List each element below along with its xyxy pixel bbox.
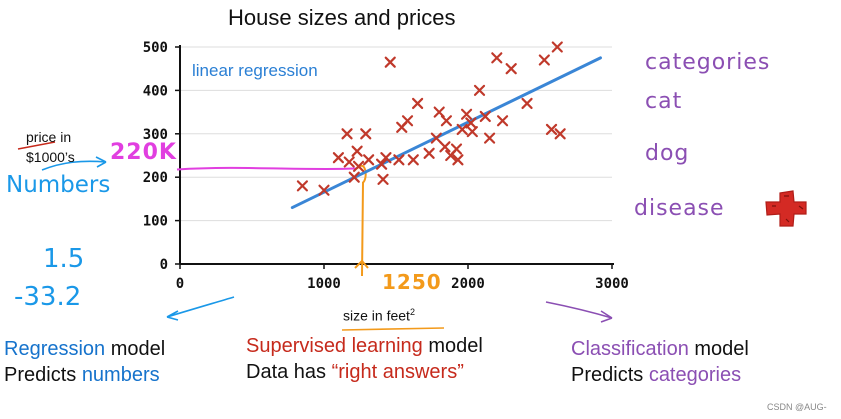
data-point-41 bbox=[554, 128, 566, 140]
tick-labels: 0 100 200 300 400 500 0 1000 2000 3000 bbox=[143, 40, 629, 292]
data-point-20 bbox=[430, 132, 442, 144]
right-arrow-icon bbox=[545, 301, 613, 323]
data-point-8 bbox=[360, 128, 372, 140]
input-value-annotation: 1250 bbox=[382, 270, 442, 294]
left-arrow-icon bbox=[166, 296, 235, 321]
data-point-12 bbox=[380, 152, 392, 164]
x-tick-label-0: 0 bbox=[176, 276, 184, 292]
number-example-1: 1.5 bbox=[43, 244, 85, 274]
data-point-27 bbox=[456, 123, 468, 136]
data-point-7 bbox=[352, 160, 365, 172]
chart-title: House sizes and prices bbox=[228, 5, 456, 30]
data-point-22 bbox=[439, 141, 451, 153]
data-point-32 bbox=[479, 110, 491, 123]
data-point-40 bbox=[551, 41, 563, 53]
regression-caption: Regression model Predicts numbers bbox=[4, 336, 165, 388]
y-tick-label-500: 500 bbox=[143, 40, 168, 56]
data-point-31 bbox=[473, 84, 486, 96]
input-arrow-icon bbox=[354, 259, 369, 269]
x-tick-label-3000: 3000 bbox=[595, 276, 629, 292]
data-point-35 bbox=[496, 115, 509, 127]
numbers-note: Numbers bbox=[6, 172, 111, 198]
classification-highlight: Classification bbox=[571, 338, 689, 360]
data-point-14 bbox=[393, 154, 405, 166]
y-tick-label-100: 100 bbox=[143, 214, 168, 230]
classification-caption: Classification model Predicts categories bbox=[571, 336, 749, 388]
classification-line2-highlight: categories bbox=[648, 364, 742, 386]
x-tick-label-2000: 2000 bbox=[451, 276, 485, 292]
data-point-38 bbox=[538, 54, 550, 66]
y-tick-label-400: 400 bbox=[143, 83, 168, 99]
data-point-30 bbox=[466, 126, 478, 138]
medical-cross-icon bbox=[765, 190, 807, 227]
classification-line2-plain: Predicts bbox=[571, 364, 649, 386]
y-tick-label-0: 0 bbox=[160, 257, 168, 273]
categories-note: categories bbox=[645, 50, 771, 75]
category-dog: dog bbox=[645, 141, 690, 166]
x-axis-label-superscript: 2 bbox=[409, 307, 415, 317]
data-point-6 bbox=[351, 145, 363, 157]
ylabel-strike-mark bbox=[17, 141, 56, 150]
supervised-line2-plain: Data has bbox=[246, 361, 332, 383]
supervised-line2-highlight: “right answers” bbox=[331, 361, 464, 383]
data-point-26 bbox=[452, 154, 464, 166]
regression-line2-highlight: numbers bbox=[81, 364, 160, 386]
data-point-21 bbox=[433, 106, 445, 118]
data-point-19 bbox=[423, 147, 435, 159]
data-point-34 bbox=[491, 52, 503, 64]
data-point-33 bbox=[484, 132, 496, 144]
data-point-16 bbox=[401, 115, 414, 127]
number-example-2: -33.2 bbox=[14, 282, 82, 312]
y-tick-label-200: 200 bbox=[143, 170, 168, 186]
category-disease: disease bbox=[634, 196, 725, 221]
axes bbox=[175, 45, 614, 269]
watermark: CSDN @AUG- bbox=[767, 402, 827, 412]
x-axis-label: size in feet2 bbox=[343, 307, 415, 324]
xlabel-underline bbox=[341, 327, 445, 331]
data-point-3 bbox=[341, 128, 353, 140]
data-point-23 bbox=[440, 115, 452, 127]
data-point-29 bbox=[465, 117, 477, 129]
regression-line-label: linear regression bbox=[192, 61, 318, 80]
regression-line-group bbox=[290, 56, 602, 210]
data-point-28 bbox=[460, 108, 473, 120]
data-point-25 bbox=[450, 143, 463, 155]
data-point-37 bbox=[521, 97, 533, 110]
classification-rest: model bbox=[688, 338, 749, 360]
grid-lines bbox=[180, 46, 612, 222]
regression-line2-plain: Predicts bbox=[4, 364, 82, 386]
data-point-9 bbox=[363, 154, 375, 166]
data-points bbox=[296, 41, 566, 196]
supervised-rest: model bbox=[422, 335, 483, 357]
data-point-18 bbox=[412, 97, 424, 110]
y-axis-label-line1: price in bbox=[26, 129, 72, 145]
data-point-0 bbox=[296, 180, 308, 192]
data-point-4 bbox=[343, 156, 355, 168]
data-point-39 bbox=[545, 123, 558, 136]
predicted-value-annotation: 220K bbox=[110, 140, 177, 165]
data-point-11 bbox=[377, 173, 389, 185]
x-tick-label-1000: 1000 bbox=[307, 276, 341, 292]
category-cat: cat bbox=[645, 89, 683, 114]
regression-rest: model bbox=[105, 338, 166, 360]
y-axis-label-line2: $1000’s bbox=[26, 149, 75, 165]
data-point-2 bbox=[332, 152, 344, 164]
regression-line bbox=[290, 56, 602, 210]
y-tick-label-300: 300 bbox=[143, 127, 168, 143]
supervised-caption: Supervised learning model Data has “righ… bbox=[246, 333, 483, 385]
supervised-highlight: Supervised learning bbox=[246, 335, 423, 357]
x-axis-label-text: size in feet bbox=[343, 307, 410, 324]
data-point-1 bbox=[318, 184, 330, 196]
prediction-horizontal-stroke bbox=[176, 166, 357, 171]
numbers-arrow-icon bbox=[41, 156, 107, 171]
data-point-17 bbox=[407, 154, 419, 166]
regression-highlight: Regression bbox=[4, 338, 106, 360]
data-point-10 bbox=[376, 158, 388, 170]
data-point-5 bbox=[348, 171, 360, 183]
data-point-36 bbox=[505, 63, 517, 75]
data-point-13 bbox=[384, 56, 396, 68]
